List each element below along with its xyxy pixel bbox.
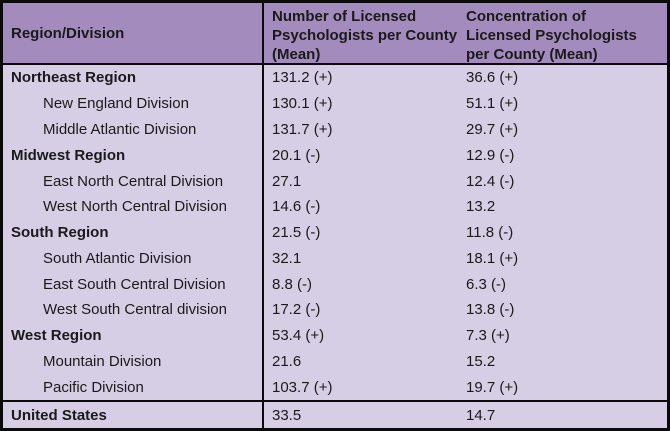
value-number-licensed: 53.4 (+) (272, 327, 325, 345)
value-concentration: 12.4 (-) (466, 172, 515, 190)
value-concentration: 29.7 (+) (466, 120, 519, 138)
table-row: West North Central Division 14.6 (-) 13.… (3, 193, 667, 220)
value-concentration: 18.1 (+) (466, 249, 519, 267)
table-row: West Region 53.4 (+) 7.3 (+) (3, 322, 667, 349)
table-row: United States 33.5 14.7 (3, 400, 667, 428)
value-number-licensed: 20.1 (-) (272, 146, 321, 164)
value-number-licensed: 17.2 (-) (272, 301, 321, 319)
table-row: South Region 21.5 (-) 11.8 (-) (3, 219, 667, 246)
value-concentration: 15.2 (466, 352, 496, 370)
row-label: West Region (3, 322, 264, 349)
value-concentration: 14.7 (466, 406, 496, 424)
row-label: Pacific Division (3, 374, 264, 401)
value-number-licensed: 21.5 (-) (272, 224, 321, 242)
row-label: East North Central Division (3, 168, 264, 194)
row-label: West South Central division (3, 297, 264, 323)
value-concentration: 6.3 (-) (466, 275, 507, 293)
value-number-licensed: 8.8 (-) (272, 275, 313, 293)
table-row: Northeast Region 131.2 (+) 36.6 (+) (3, 65, 667, 91)
table-row: South Atlantic Division 32.1 18.1 (+) (3, 245, 667, 272)
table-row: New England Division 130.1 (+) 51.1 (+) (3, 90, 667, 117)
table-row: Midwest Region 20.1 (-) 12.9 (-) (3, 142, 667, 169)
value-concentration: 7.3 (+) (466, 327, 510, 345)
row-label: Mountain Division (3, 348, 264, 375)
row-label: Middle Atlantic Division (3, 116, 264, 143)
value-concentration: 13.8 (-) (466, 301, 515, 319)
header-number-licensed-label: Number of Licensed Psychologists per Cou… (272, 8, 458, 63)
table-row: Pacific Division 103.7 (+) 19.7 (+) (3, 374, 667, 401)
table-row: West South Central division 17.2 (-) 13.… (3, 297, 667, 323)
row-label: Northeast Region (3, 65, 264, 91)
value-number-licensed: 27.1 (272, 172, 302, 190)
value-number-licensed: 14.6 (-) (272, 198, 321, 216)
row-label: South Atlantic Division (3, 245, 264, 272)
row-label: East South Central Division (3, 271, 264, 298)
header-concentration-label: Concentration of Licensed Psychologists … (466, 8, 637, 63)
row-label: West North Central Division (3, 193, 264, 220)
row-label: United States (3, 402, 264, 428)
row-label: South Region (3, 219, 264, 246)
row-label: Midwest Region (3, 142, 264, 169)
row-label: New England Division (3, 90, 264, 117)
value-concentration: 51.1 (+) (466, 95, 519, 113)
table-body: Northeast Region 131.2 (+) 36.6 (+) New … (3, 65, 667, 428)
value-concentration: 36.6 (+) (466, 69, 519, 87)
value-concentration: 13.2 (466, 198, 496, 216)
value-number-licensed: 33.5 (272, 406, 302, 424)
value-number-licensed: 131.2 (+) (272, 69, 333, 87)
value-number-licensed: 103.7 (+) (272, 378, 333, 396)
value-number-licensed: 130.1 (+) (272, 95, 333, 113)
table-row: East South Central Division 8.8 (-) 6.3 … (3, 271, 667, 298)
value-concentration: 19.7 (+) (466, 378, 519, 396)
value-concentration: 12.9 (-) (466, 146, 515, 164)
table-row: Mountain Division 21.6 15.2 (3, 348, 667, 375)
value-number-licensed: 21.6 (272, 352, 302, 370)
value-concentration: 11.8 (-) (466, 224, 514, 242)
table-header-row: Region/Division Number of Licensed Psych… (3, 3, 667, 65)
header-concentration: Concentration of Licensed Psychologists … (463, 3, 667, 63)
value-number-licensed: 131.7 (+) (272, 120, 333, 138)
header-number-licensed: Number of Licensed Psychologists per Cou… (264, 3, 463, 63)
value-number-licensed: 32.1 (272, 249, 302, 267)
header-region-division: Region/Division (3, 3, 264, 63)
table-row: East North Central Division 27.1 12.4 (-… (3, 168, 667, 194)
table-row: Middle Atlantic Division 131.7 (+) 29.7 … (3, 116, 667, 143)
header-region-division-label: Region/Division (11, 25, 125, 43)
